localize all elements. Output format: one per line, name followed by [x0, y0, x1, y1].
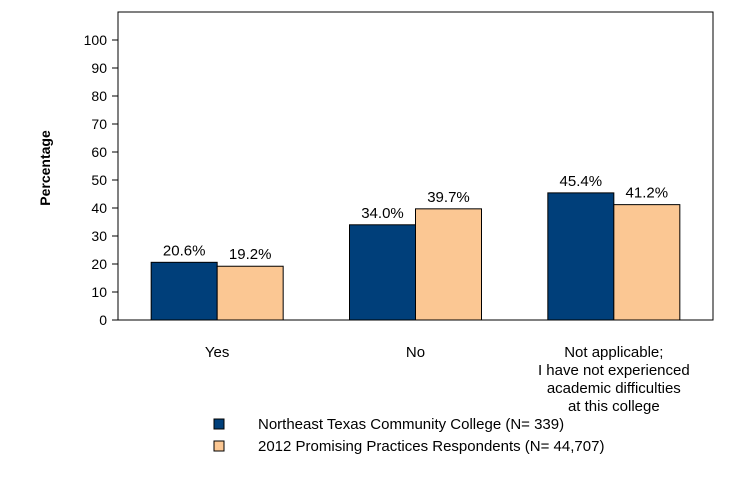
bar	[415, 208, 482, 321]
legend-label: Northeast Texas Community College (N= 33…	[258, 416, 564, 433]
bars-group	[150, 192, 681, 321]
legend: Northeast Texas Community College (N= 33…	[213, 416, 604, 455]
bar	[613, 204, 681, 321]
x-category-label: at this college	[568, 398, 660, 415]
bar	[150, 261, 218, 321]
y-tick-label: 10	[91, 284, 107, 300]
data-label: 39.7%	[427, 189, 470, 206]
x-category-label: Not applicable;	[564, 344, 663, 361]
bar	[216, 265, 284, 321]
legend-label: 2012 Promising Practices Respondents (N=…	[258, 438, 604, 455]
legend-swatch	[213, 418, 225, 430]
y-tick-label: 70	[91, 116, 107, 132]
data-label: 45.4%	[560, 173, 603, 190]
y-tick-label: 0	[99, 312, 107, 328]
y-tick-label: 80	[91, 88, 107, 104]
data-label: 41.2%	[626, 185, 669, 202]
x-category-label: I have not experienced	[538, 362, 690, 379]
y-tick-label: 60	[91, 144, 107, 160]
legend-swatch	[213, 440, 225, 452]
data-label: 19.2%	[229, 246, 272, 263]
bar	[547, 192, 615, 321]
y-tick-label: 30	[91, 228, 107, 244]
x-axis-categories: Yes No Not applicable;I have not experienc…	[205, 344, 690, 415]
y-axis: 0 10 20 30 40 50 60 70 80 90 100	[84, 32, 118, 328]
x-category-label: Yes	[205, 344, 229, 361]
y-tick-label: 50	[91, 172, 107, 188]
bar	[349, 224, 416, 321]
y-tick-label: 90	[91, 60, 107, 76]
y-tick-label: 20	[91, 256, 107, 272]
data-label: 34.0%	[361, 205, 404, 222]
y-tick-label: 100	[84, 32, 108, 48]
x-category-label: academic difficulties	[547, 380, 681, 397]
y-axis-title: Percentage	[37, 130, 53, 206]
data-labels-group: 20.6% 19.2% 34.0% 39.7% 45.4% 41.2%	[163, 173, 668, 263]
data-label: 20.6%	[163, 242, 206, 259]
y-tick-label: 40	[91, 200, 107, 216]
x-category-label: No	[406, 344, 425, 361]
